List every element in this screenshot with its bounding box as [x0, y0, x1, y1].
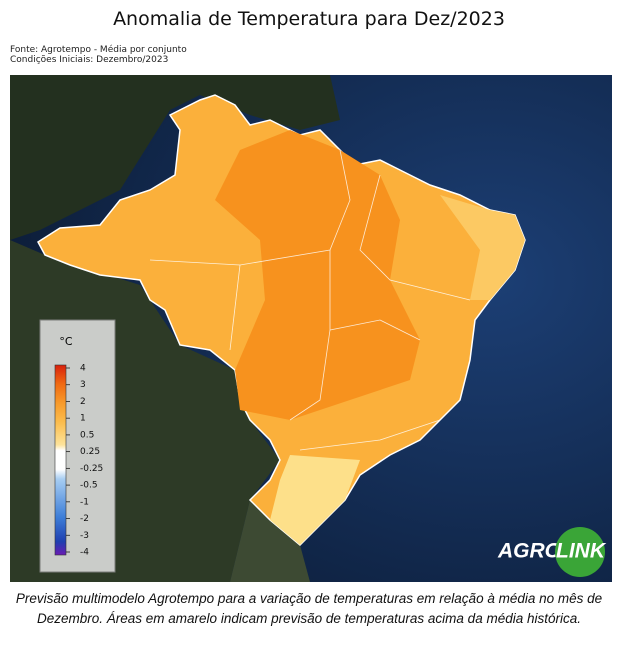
- logo-circle: [555, 527, 605, 577]
- legend-unit: °C: [59, 335, 73, 348]
- legend-tick-label: -4: [80, 548, 89, 558]
- title: Anomalia de Temperatura para Dez/2023: [113, 8, 505, 30]
- legend-tick-label: -0.25: [80, 464, 103, 474]
- logo: AGRO LINK: [497, 527, 607, 577]
- legend-tick-label: 4: [80, 364, 86, 374]
- logo-text: LINK: [556, 540, 607, 563]
- legend-tick-label: -2: [80, 514, 89, 524]
- map: °C 4 3 2 1 0.5 0.25 -0.25 -0.5 -1 -2 -3 -4 AGRO LIN…: [10, 75, 612, 582]
- legend-tick-label: -1: [80, 497, 89, 507]
- source-line: Fonte: Agrotempo - Média por conjunto: [10, 45, 187, 55]
- land: [10, 75, 340, 240]
- warm-core: [215, 130, 420, 420]
- logo-text: AGRO: [497, 540, 561, 563]
- legend-tick-label: 2: [80, 397, 86, 407]
- legend-tick-label: 0.25: [80, 447, 100, 457]
- legend-tick-label: 0.5: [80, 430, 94, 440]
- source-line: Condições Iniciais: Dezembro/2023: [10, 55, 169, 65]
- northeast: [440, 195, 525, 300]
- legend-tick-label: -3: [80, 531, 89, 541]
- legend-box: [39, 319, 116, 573]
- colorbar: [54, 364, 67, 556]
- caption: Previsão multimodelo Agrotempo para a va…: [15, 591, 603, 626]
- land: [230, 500, 310, 582]
- legend-tick-label: 3: [80, 380, 86, 390]
- legend-tick-label: -0.5: [80, 481, 98, 491]
- state-borders: [149, 149, 471, 451]
- legend-tick-label: 1: [80, 414, 86, 424]
- source: Fonte: Agrotempo - Média por conjunto Co…: [10, 45, 187, 65]
- mild-south: [270, 455, 360, 545]
